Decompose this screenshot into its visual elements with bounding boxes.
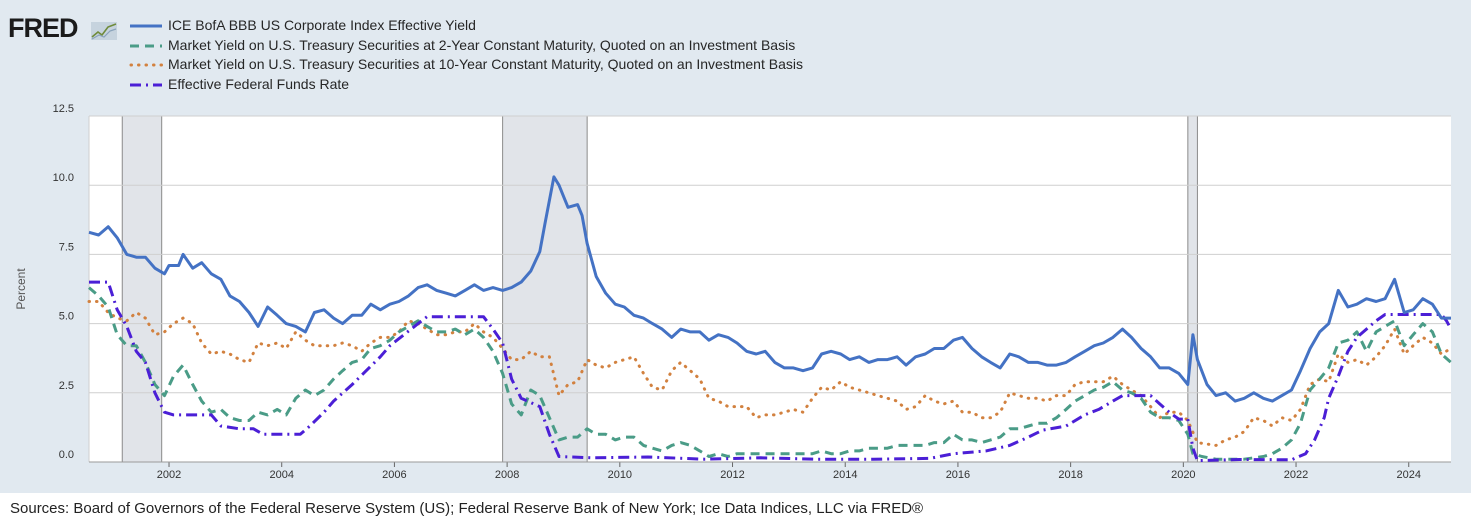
x-tick-label: 2020 (1171, 469, 1195, 481)
legend-label: Market Yield on U.S. Treasury Securities… (168, 36, 796, 53)
legend-swatch-dashdot (130, 83, 162, 86)
series-line-bbb-yield[interactable] (88, 175, 1451, 403)
y-tick-label: 10.0 (53, 172, 74, 184)
y-tick-label: 7.5 (59, 241, 74, 253)
series-lines (87, 175, 1453, 463)
x-tick-label: 2004 (269, 469, 293, 481)
y-axis-ticks: 0.0 2.5 5.0 7.5 10.0 12.5 (53, 103, 74, 461)
y-tick-label: 12.5 (53, 103, 74, 115)
legend-label: Market Yield on U.S. Treasury Securities… (168, 56, 803, 72)
legend-label: Effective Federal Funds Rate (168, 75, 350, 92)
legend-swatch-dotted (129, 63, 164, 67)
recession-band (122, 116, 162, 462)
recession-band (1187, 116, 1198, 462)
x-tick-label: 2024 (1396, 469, 1420, 481)
x-tick-label: 2014 (833, 469, 857, 481)
x-tick-label: 2008 (495, 469, 519, 481)
series-line-fed-funds[interactable] (89, 280, 1453, 463)
legend-label: ICE BofA BBB US Corporate Index Effectiv… (168, 17, 476, 33)
x-tick-label: 2012 (720, 469, 744, 481)
legend-swatch-dashed (130, 44, 162, 47)
plot-area (89, 116, 1451, 462)
x-tick-label: 2002 (157, 469, 181, 481)
x-tick-label: 2018 (1058, 469, 1082, 481)
x-tick-label: 2016 (946, 469, 970, 481)
source-note: Sources: Board of Governors of the Feder… (10, 500, 924, 517)
x-tick-label: 2010 (608, 469, 632, 481)
series-line-10yr-treasury[interactable] (87, 300, 1453, 447)
y-tick-label: 2.5 (59, 380, 74, 392)
fred-logo-text: FRED (8, 13, 78, 43)
y-tick-label: 5.0 (59, 311, 74, 323)
x-tick-label: 2022 (1284, 469, 1308, 481)
y-axis-label: Percent (14, 268, 28, 310)
y-tick-label: 0.0 (59, 449, 74, 461)
series-line-2yr-treasury[interactable] (88, 286, 1452, 461)
x-tick-label: 2006 (382, 469, 406, 481)
recession-band (502, 116, 588, 462)
fred-line-chart-icon (91, 22, 117, 40)
x-axis-ticks: 2002 2004 2006 2008 2010 2012 2014 2016 2018 2020… (89, 461, 1451, 481)
line-chart[interactable]: 0.0 2.5 5.0 7.5 10.0 12.5 2002 2004 2006 2008 201… (0, 0, 1471, 493)
legend-swatch-solid (130, 24, 162, 28)
